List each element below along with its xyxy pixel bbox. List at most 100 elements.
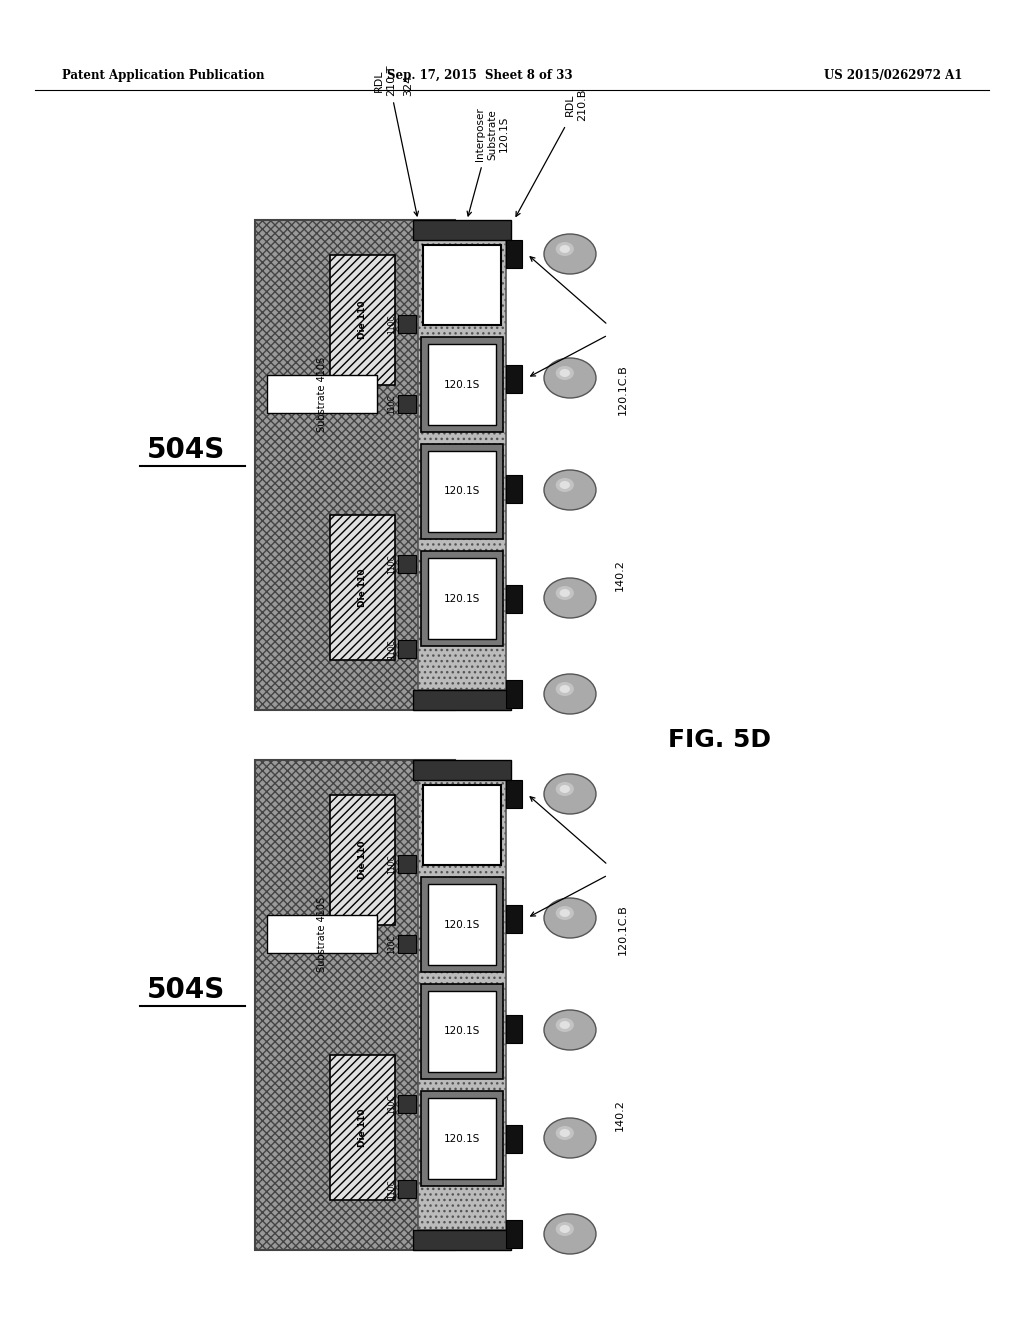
Bar	[398, 935, 416, 953]
Bar	[413, 1230, 511, 1250]
Bar	[413, 690, 511, 710]
Text: Patent Application Publication: Patent Application Publication	[62, 69, 264, 82]
Ellipse shape	[544, 1010, 596, 1049]
Text: 504S: 504S	[146, 436, 225, 465]
Text: 324: 324	[403, 75, 413, 96]
Text: 110C: 110C	[387, 1179, 396, 1199]
Bar	[428, 345, 496, 425]
Bar	[506, 1125, 522, 1152]
Text: 140.2: 140.2	[615, 1100, 625, 1131]
Bar	[421, 876, 503, 972]
Bar	[428, 884, 496, 965]
Text: 140.2: 140.2	[615, 560, 625, 591]
Bar	[255, 760, 455, 1250]
Bar	[506, 680, 522, 708]
Text: Sep. 17, 2015  Sheet 8 of 33: Sep. 17, 2015 Sheet 8 of 33	[387, 69, 572, 82]
Bar	[413, 220, 511, 240]
Bar	[330, 515, 395, 660]
Bar	[506, 906, 522, 933]
Ellipse shape	[559, 1225, 570, 1233]
Ellipse shape	[559, 785, 570, 793]
Ellipse shape	[544, 470, 596, 510]
Text: 110C: 110C	[387, 314, 396, 334]
Bar	[428, 1098, 496, 1179]
Text: Die 110: Die 110	[358, 1109, 367, 1147]
Bar	[398, 640, 416, 657]
Bar	[506, 780, 522, 808]
Ellipse shape	[559, 480, 570, 488]
Ellipse shape	[544, 1214, 596, 1254]
Text: 110C: 110C	[387, 854, 396, 874]
Text: 120.1S: 120.1S	[443, 1134, 480, 1143]
Text: Substrate 410S: Substrate 410S	[317, 896, 327, 972]
Bar	[421, 983, 503, 1078]
Bar	[418, 780, 506, 1230]
Ellipse shape	[556, 366, 573, 380]
Text: 120.1S: 120.1S	[443, 1027, 480, 1036]
Text: Interposer
Substrate
120.1S: Interposer Substrate 120.1S	[475, 107, 509, 161]
Bar	[398, 855, 416, 873]
Text: 504S: 504S	[146, 975, 225, 1005]
Bar	[421, 337, 503, 432]
Ellipse shape	[556, 781, 573, 796]
Ellipse shape	[544, 234, 596, 275]
Ellipse shape	[544, 774, 596, 814]
Ellipse shape	[559, 370, 570, 378]
Bar	[267, 915, 377, 953]
Ellipse shape	[556, 906, 573, 920]
Text: 120.1S: 120.1S	[443, 594, 480, 603]
Text: Die 110: Die 110	[358, 568, 367, 607]
Bar	[506, 475, 522, 503]
Bar	[506, 366, 522, 393]
Bar	[418, 240, 506, 690]
Bar	[423, 785, 501, 865]
Text: 120.1C.B: 120.1C.B	[618, 364, 628, 416]
Bar	[421, 444, 503, 539]
Ellipse shape	[559, 1129, 570, 1137]
Bar	[267, 375, 377, 413]
Bar	[506, 585, 522, 612]
Bar	[423, 246, 501, 325]
Ellipse shape	[556, 586, 573, 601]
Ellipse shape	[556, 1222, 573, 1236]
Ellipse shape	[544, 1118, 596, 1158]
Text: RDL
210.B: RDL 210.B	[565, 88, 587, 121]
Text: 110C: 110C	[387, 935, 396, 954]
Text: Die 110: Die 110	[358, 301, 367, 339]
Ellipse shape	[556, 682, 573, 696]
Ellipse shape	[544, 898, 596, 939]
Bar	[255, 220, 455, 710]
Bar	[330, 255, 395, 385]
Text: 120.1S: 120.1S	[443, 920, 480, 929]
Bar	[506, 240, 522, 268]
Ellipse shape	[559, 685, 570, 693]
Bar	[398, 395, 416, 413]
Bar	[330, 1055, 395, 1200]
Text: 120.1C.B: 120.1C.B	[618, 904, 628, 956]
Bar	[428, 991, 496, 1072]
Text: 110C: 110C	[387, 395, 396, 413]
Bar	[428, 451, 496, 532]
Bar	[398, 554, 416, 573]
Ellipse shape	[544, 358, 596, 399]
Text: 110C: 110C	[387, 639, 396, 659]
Text: Substrate 410S: Substrate 410S	[317, 356, 327, 432]
Ellipse shape	[559, 589, 570, 597]
Bar	[413, 760, 511, 780]
Bar	[398, 1180, 416, 1199]
Bar	[506, 1015, 522, 1043]
Ellipse shape	[544, 675, 596, 714]
Text: 110C: 110C	[387, 554, 396, 574]
Text: 120.1S: 120.1S	[443, 487, 480, 496]
Bar	[398, 315, 416, 333]
Text: US 2015/0262972 A1: US 2015/0262972 A1	[823, 69, 962, 82]
Text: RDL
210.T: RDL 210.T	[374, 65, 396, 96]
Text: 120.1S: 120.1S	[443, 380, 480, 389]
Ellipse shape	[556, 1126, 573, 1140]
Bar	[428, 558, 496, 639]
Ellipse shape	[556, 1018, 573, 1032]
Text: 110C: 110C	[387, 1094, 396, 1114]
Ellipse shape	[556, 242, 573, 256]
Ellipse shape	[559, 909, 570, 917]
Ellipse shape	[559, 1020, 570, 1030]
